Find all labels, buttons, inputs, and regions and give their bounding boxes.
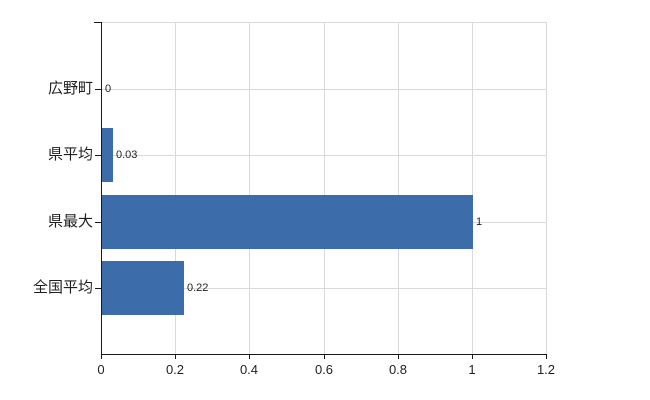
y-axis-tick [95,155,101,156]
x-axis-tick [472,354,473,359]
y-axis-tick [95,288,101,289]
gridline-horizontal [102,89,547,90]
y-axis-tick [95,222,101,223]
gridline-horizontal [102,155,547,156]
gridline-vertical [175,22,176,354]
x-axis-line [101,354,547,355]
x-tick-label: 0.2 [165,362,185,377]
x-tick-label: 0 [97,362,105,377]
y-axis-line [101,22,102,355]
category-label: 県平均 [47,146,93,163]
bar-value-label: 0.22 [187,282,209,294]
gridline-vertical [324,22,325,354]
gridline-vertical [398,22,399,354]
x-axis-tick [175,354,176,359]
x-tick-label: 0.4 [239,362,259,377]
category-label: 県最大 [47,213,93,230]
category-label: 全国平均 [32,279,93,296]
x-tick-label: 1.2 [536,362,556,377]
x-axis-tick [324,354,325,359]
x-tick-label: 1 [468,362,476,377]
category-label: 広野町 [47,80,93,97]
y-axis-end-tick [94,22,101,23]
bar [102,195,473,249]
bar [102,128,113,182]
x-axis-tick [546,354,547,359]
x-tick-label: 0.6 [314,362,334,377]
gridline-vertical [546,22,547,354]
bar-value-label: 0 [105,83,112,95]
gridline-horizontal [102,288,547,289]
x-axis-tick [398,354,399,359]
gridline-vertical [472,22,473,354]
gridline-vertical [249,22,250,354]
bar-value-label: 1 [476,216,483,228]
bar [102,261,184,315]
x-axis-tick [101,354,102,359]
x-tick-label: 0.8 [388,362,408,377]
x-axis-tick [249,354,250,359]
bar-value-label: 0.03 [116,149,138,161]
y-axis-tick [95,89,101,90]
